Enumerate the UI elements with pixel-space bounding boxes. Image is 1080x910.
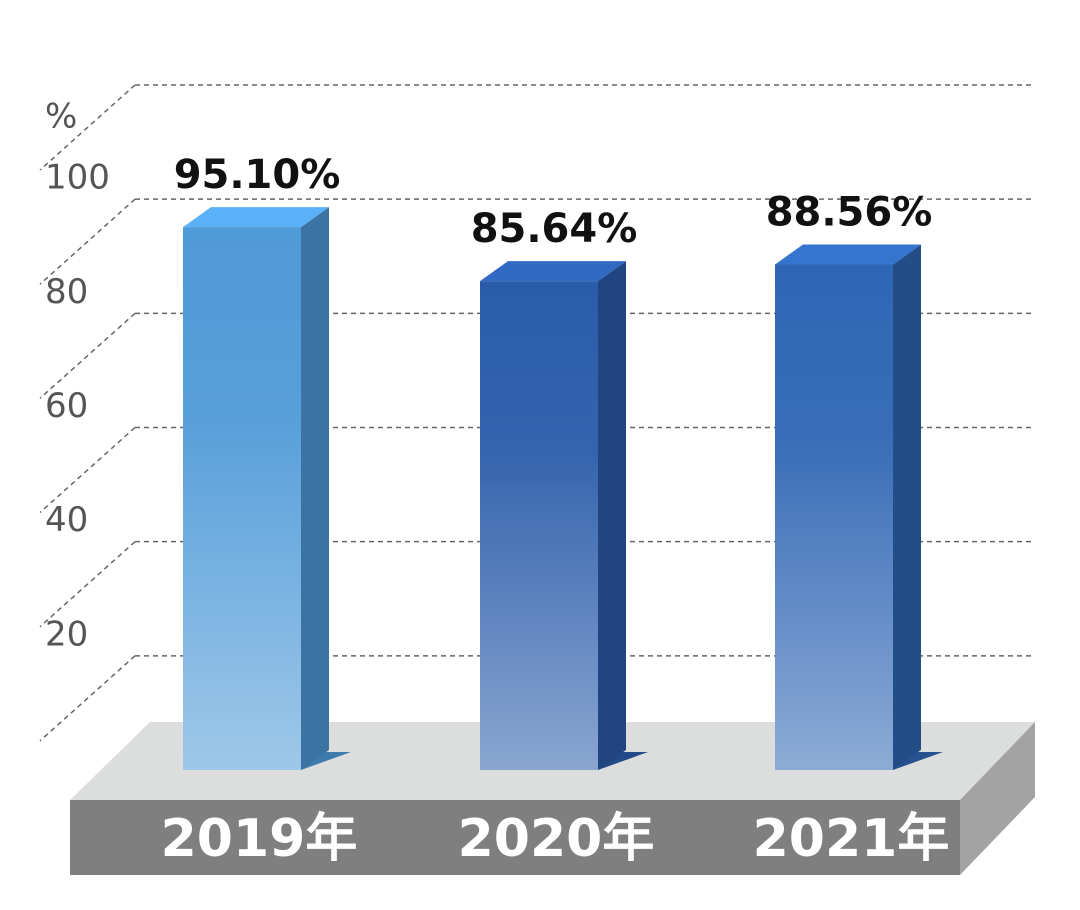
floor-side [960, 722, 1035, 875]
value-label: 95.10% [174, 152, 341, 198]
bar-side [893, 244, 921, 771]
grid-line-depth [39, 84, 136, 171]
bar-top [183, 207, 329, 228]
y-tick-label: 60 [45, 386, 88, 426]
y-tick-label: 40 [45, 500, 88, 540]
x-tick-label: 2019年 [161, 809, 358, 869]
x-tick-label: 2021年 [753, 809, 950, 869]
bar-shade [775, 264, 893, 770]
grid-line-depth [39, 312, 136, 399]
bar-shade [480, 281, 598, 770]
grid-line-depth [39, 541, 136, 628]
value-label: 85.64% [471, 206, 638, 252]
bars: 95.10% 2019年 85.64% 2020年 88.56% 2021年 [161, 152, 950, 869]
y-axis-label: % [45, 97, 77, 137]
value-label: 88.56% [766, 189, 933, 235]
y-tick-label: 100 [45, 158, 110, 198]
grid-line-depth [39, 655, 136, 742]
y-tick-label: 20 [45, 614, 88, 654]
bar-top [775, 244, 921, 265]
x-tick-label: 2020年 [458, 809, 655, 869]
bar-side [301, 207, 329, 770]
floor-front [70, 800, 960, 875]
grid-line-depth [39, 198, 136, 285]
y-tick-label: 80 [45, 272, 88, 312]
grid-line-depth [39, 426, 136, 514]
bar-shade [183, 227, 301, 770]
bar-side [598, 261, 626, 770]
bar-top [480, 261, 626, 282]
